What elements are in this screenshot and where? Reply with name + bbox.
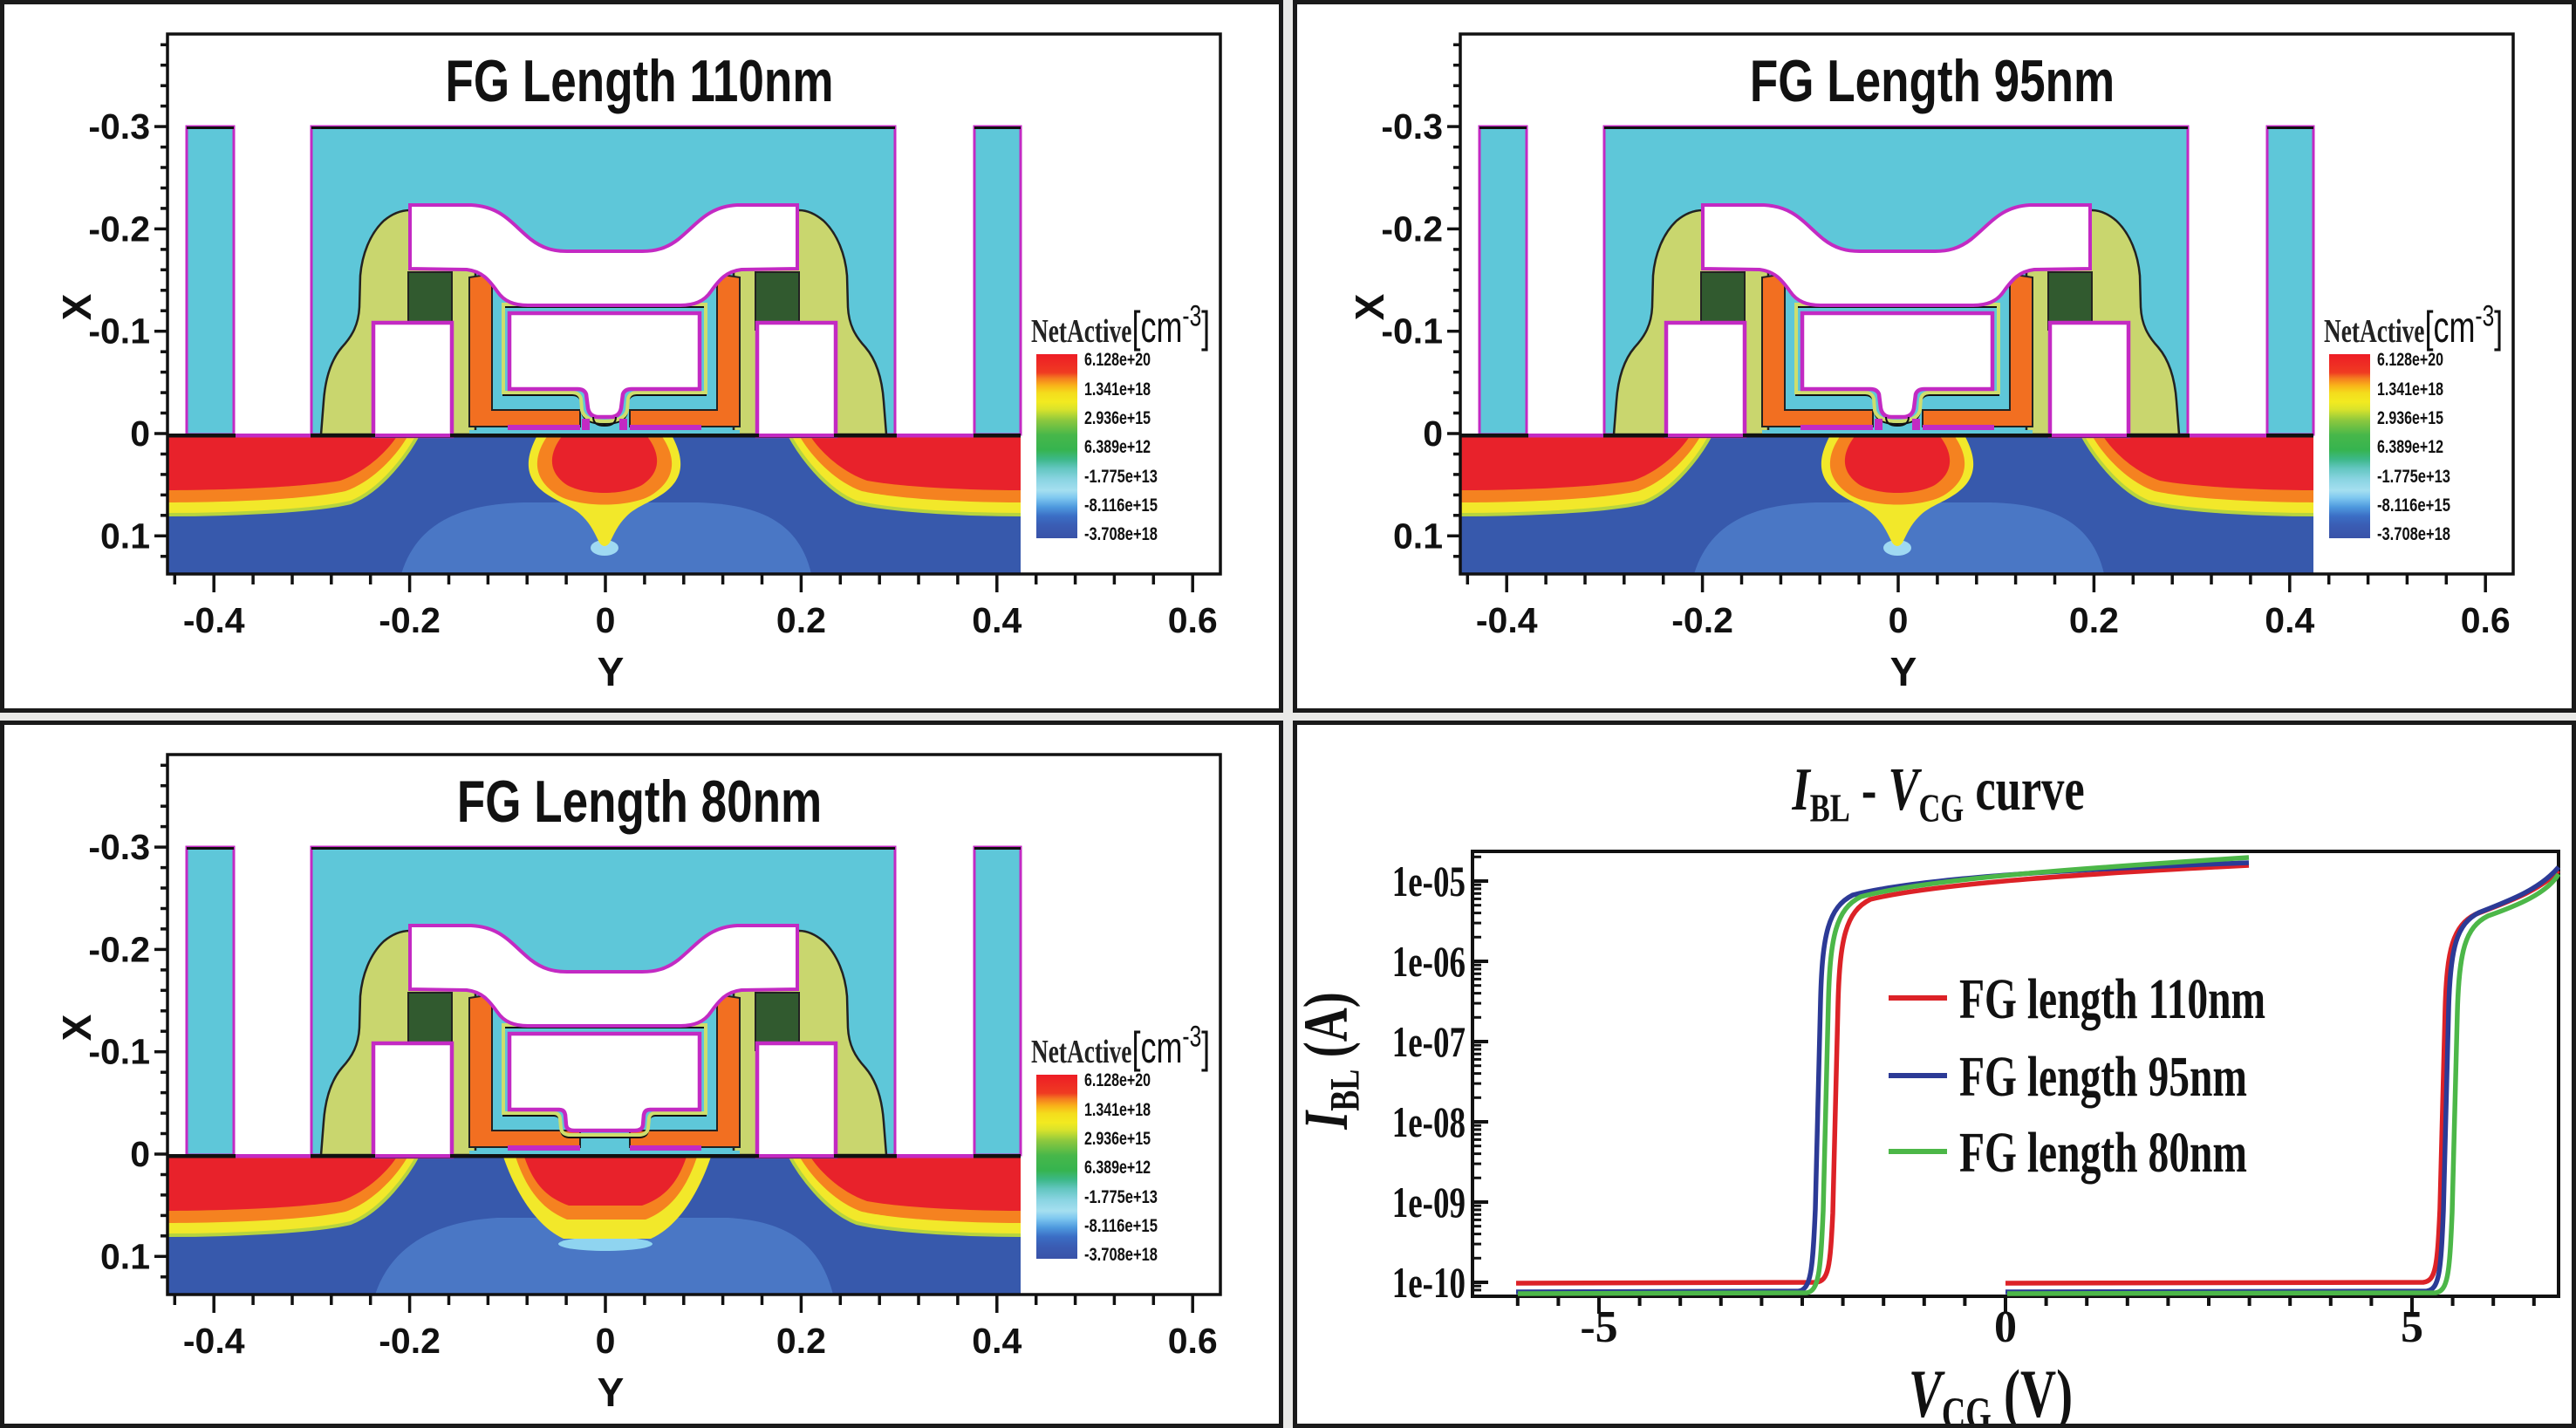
svg-text:FG Length 95nm: FG Length 95nm	[1750, 48, 2115, 114]
svg-text:2.936e+15: 2.936e+15	[2377, 408, 2443, 428]
svg-text:-3.708e+18: -3.708e+18	[2377, 524, 2450, 544]
svg-text:1e-10: 1e-10	[1392, 1259, 1466, 1308]
svg-text:X: X	[54, 293, 99, 320]
svg-text:0: 0	[1994, 1302, 2017, 1352]
svg-text:0.4: 0.4	[2265, 600, 2314, 640]
svg-text:-0.2: -0.2	[1671, 600, 1733, 640]
svg-text:IBL - VCG curve: IBL - VCG curve	[1791, 756, 2084, 830]
svg-text:-3.708e+18: -3.708e+18	[1084, 1245, 1158, 1265]
svg-text:X: X	[1347, 293, 1392, 320]
svg-text:-0.2: -0.2	[379, 1321, 441, 1361]
svg-text:NetActive[cm-3]: NetActive[cm-3]	[1031, 299, 1210, 352]
svg-text:1.341e+18: 1.341e+18	[1084, 379, 1151, 400]
svg-text:0: 0	[130, 1134, 150, 1174]
svg-text:6.389e+12: 6.389e+12	[1084, 1158, 1151, 1178]
svg-text:NetActive[cm-3]: NetActive[cm-3]	[2324, 299, 2503, 352]
svg-text:-1.775e+13: -1.775e+13	[1084, 467, 1158, 487]
svg-text:0: 0	[596, 600, 616, 640]
svg-text:IBL (A): IBL (A)	[1297, 992, 1369, 1130]
svg-text:-0.2: -0.2	[1381, 208, 1443, 249]
svg-text:-0.3: -0.3	[88, 827, 150, 867]
svg-text:2.936e+15: 2.936e+15	[1084, 408, 1151, 428]
svg-text:0.6: 0.6	[1168, 1321, 1218, 1361]
svg-text:X: X	[54, 1014, 99, 1041]
svg-text:0.2: 0.2	[776, 600, 826, 640]
svg-text:Y: Y	[598, 649, 625, 694]
svg-text:1.341e+18: 1.341e+18	[1084, 1100, 1151, 1120]
svg-text:-5: -5	[1580, 1302, 1617, 1352]
svg-text:0: 0	[596, 1321, 616, 1361]
svg-text:6.128e+20: 6.128e+20	[2377, 350, 2443, 370]
svg-text:0.1: 0.1	[1393, 516, 1443, 556]
svg-text:-0.3: -0.3	[1381, 106, 1443, 147]
svg-text:6.128e+20: 6.128e+20	[1084, 350, 1151, 370]
svg-text:0.6: 0.6	[2461, 600, 2511, 640]
svg-text:0.2: 0.2	[776, 1321, 826, 1361]
svg-text:0: 0	[1423, 413, 1443, 454]
svg-text:-1.775e+13: -1.775e+13	[1084, 1187, 1158, 1207]
svg-text:-0.3: -0.3	[88, 106, 150, 147]
svg-text:1e-09: 1e-09	[1392, 1179, 1466, 1227]
svg-text:-8.116e+15: -8.116e+15	[1084, 495, 1158, 516]
svg-text:NetActive[cm-3]: NetActive[cm-3]	[1031, 1020, 1210, 1072]
svg-text:-3.708e+18: -3.708e+18	[1084, 524, 1158, 544]
svg-text:FG Length 110nm: FG Length 110nm	[446, 48, 834, 114]
svg-text:-0.1: -0.1	[1381, 311, 1443, 352]
svg-text:-1.775e+13: -1.775e+13	[2377, 467, 2450, 487]
svg-text:6.389e+12: 6.389e+12	[2377, 437, 2443, 457]
svg-text:0.4: 0.4	[972, 600, 1022, 640]
svg-text:0.2: 0.2	[2069, 600, 2119, 640]
svg-text:0: 0	[1889, 600, 1909, 640]
svg-text:0.1: 0.1	[100, 516, 150, 556]
svg-text:0.1: 0.1	[100, 1236, 150, 1276]
svg-text:-0.1: -0.1	[88, 311, 150, 352]
svg-text:FG length 95nm: FG length 95nm	[1959, 1046, 2247, 1109]
svg-text:VCG (V): VCG (V)	[1909, 1356, 2073, 1424]
svg-text:-0.2: -0.2	[88, 208, 150, 249]
svg-text:5: 5	[2401, 1302, 2423, 1352]
svg-text:1e-06: 1e-06	[1392, 938, 1466, 987]
svg-text:1e-08: 1e-08	[1392, 1098, 1466, 1147]
svg-text:-0.2: -0.2	[379, 600, 441, 640]
svg-text:-8.116e+15: -8.116e+15	[2377, 495, 2450, 516]
svg-text:1e-07: 1e-07	[1392, 1018, 1466, 1067]
svg-text:0: 0	[130, 413, 150, 454]
svg-text:-0.2: -0.2	[88, 929, 150, 969]
svg-text:6.128e+20: 6.128e+20	[1084, 1070, 1151, 1090]
svg-text:FG length 110nm: FG length 110nm	[1959, 968, 2265, 1031]
svg-text:-0.4: -0.4	[1476, 600, 1538, 640]
svg-text:-0.4: -0.4	[183, 1321, 245, 1361]
svg-text:0.6: 0.6	[1168, 600, 1218, 640]
svg-text:-8.116e+15: -8.116e+15	[1084, 1216, 1158, 1236]
svg-text:Y: Y	[598, 1370, 625, 1415]
svg-text:-0.4: -0.4	[183, 600, 245, 640]
svg-text:0.4: 0.4	[972, 1321, 1022, 1361]
svg-text:2.936e+15: 2.936e+15	[1084, 1129, 1151, 1149]
svg-text:FG length 80nm: FG length 80nm	[1959, 1122, 2247, 1185]
svg-text:1.341e+18: 1.341e+18	[2377, 379, 2443, 400]
svg-text:1e-05: 1e-05	[1392, 857, 1466, 906]
svg-text:FG Length 80nm: FG Length 80nm	[457, 769, 822, 835]
svg-text:Y: Y	[1890, 649, 1917, 694]
svg-text:-0.1: -0.1	[88, 1032, 150, 1072]
svg-text:6.389e+12: 6.389e+12	[1084, 437, 1151, 457]
